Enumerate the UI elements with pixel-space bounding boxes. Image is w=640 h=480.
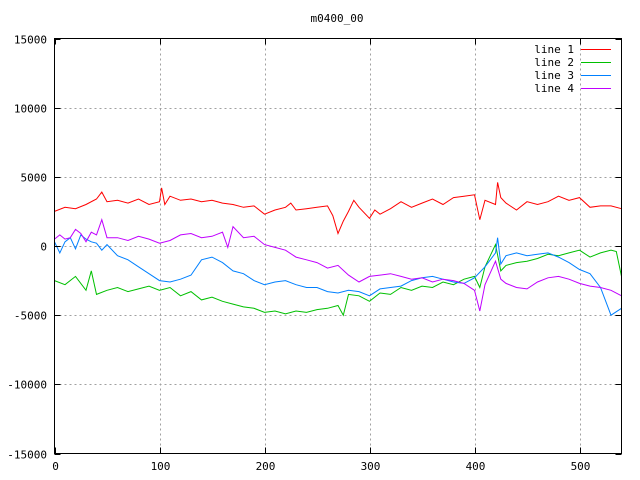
y-tick-label: 0 [40,241,47,254]
x-tick-label: 500 [571,460,591,473]
series-line-3 [54,234,622,316]
y-tick-label: 10000 [14,103,47,116]
x-tick-label: 0 [52,460,59,473]
y-tick-label: -10000 [7,379,47,392]
series-line-1 [54,182,622,235]
grid [54,38,622,454]
y-tick-label: -15000 [7,449,47,462]
y-tick-label: 15000 [14,34,47,47]
chart-title: m0400_00 [311,12,364,25]
axis-ticks: -15000 -10000 -5000 0 5000 10000 15000 0 100 200 3… [7,34,622,473]
legend-label: line 1 [534,43,574,56]
series-line-4 [54,218,622,312]
y-tick-label: -5000 [14,310,47,323]
legend-label: line 2 [534,56,574,69]
series-lines [54,182,622,317]
x-tick-label: 300 [361,460,381,473]
legend-label: line 4 [534,82,574,95]
series-line-2 [54,243,622,317]
x-tick-label: 100 [151,460,171,473]
y-tick-label: 5000 [21,172,48,185]
legend-label: line 3 [534,69,574,82]
x-tick-label: 400 [466,460,486,473]
x-tick-label: 200 [256,460,276,473]
